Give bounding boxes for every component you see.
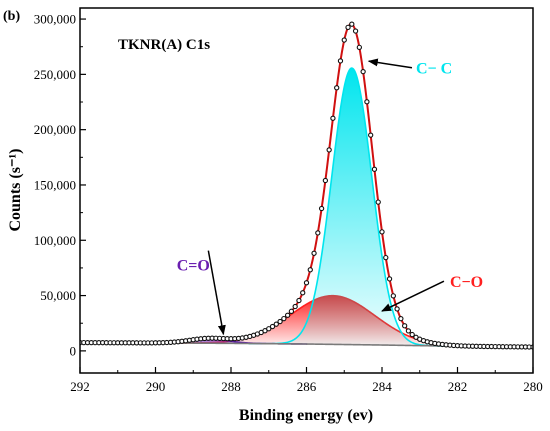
y-tick-label: 200,000 [34,122,76,137]
data-point [386,276,393,282]
data-point [375,199,381,205]
data-point [303,280,310,286]
annotation-cc: C− C [416,61,452,78]
data-point [296,297,302,304]
x-tick-label: 290 [146,379,166,394]
x-axis-title: Binding energy (ev) [239,407,373,424]
plot-content [80,21,533,350]
peak-cdo-fill [108,338,308,345]
data-point [326,147,332,153]
data-point [360,68,366,75]
y-tick-label: 0 [70,343,77,358]
y-tick-label: 100,000 [34,233,76,248]
x-tick-label: 284 [372,379,392,394]
x-tick-label: 280 [523,379,543,394]
peak-cc-fill [248,68,456,347]
data-point [352,28,359,34]
chart-title: TKNR(A) C1s [118,37,210,53]
data-point [398,315,404,322]
data-point [315,230,321,236]
arrow-co [381,280,445,312]
x-axis: 292 290 288 286 284 282 280 [70,367,543,394]
data-point [273,321,279,327]
data-point [349,21,355,27]
data-point [379,229,385,235]
y-axis-title: Counts (s⁻¹) [7,148,24,231]
data-point [307,267,313,273]
annotation-cdo: C=O [177,258,210,275]
arrow-cc [367,58,413,69]
data-point [383,254,389,261]
data-point [371,166,378,172]
y-tick-label: 250,000 [34,67,76,82]
data-point [364,99,370,105]
envelope-line [80,22,533,349]
data-point [337,58,344,64]
data-point [409,331,415,338]
data-point [284,312,291,318]
data-point [266,326,272,332]
y-tick-label: 50,000 [40,288,76,303]
data-point [334,85,340,91]
data-point [311,250,317,256]
x-tick-label: 292 [70,379,90,394]
data-point [288,308,295,314]
data-point [390,293,396,299]
arrow-cdo [207,250,226,336]
data-point [341,37,347,43]
annotations: C− C C−O C=O [177,58,483,336]
x-tick-label: 282 [448,379,468,394]
panel-label: (b) [3,9,20,24]
x-tick-label: 288 [221,379,241,394]
data-point [322,177,329,184]
data-point [330,115,336,121]
data-point [356,44,362,50]
y-axis: 0 50,000 100,000 150,000 200,000 250,000 300,0… [34,12,86,358]
data-point [405,328,412,334]
measured-points [80,21,533,350]
data-point [277,318,283,325]
data-point [318,205,325,212]
data-point [401,323,408,329]
data-point [394,306,400,312]
data-point [292,303,298,310]
data-point [281,315,287,322]
y-tick-label: 150,000 [34,177,76,192]
y-tick-label: 300,000 [34,12,76,27]
data-point [368,132,374,138]
data-point [345,24,351,30]
data-point [300,290,306,296]
data-point [269,323,276,330]
x-tick-label: 286 [297,379,317,394]
annotation-co: C−O [450,274,483,291]
